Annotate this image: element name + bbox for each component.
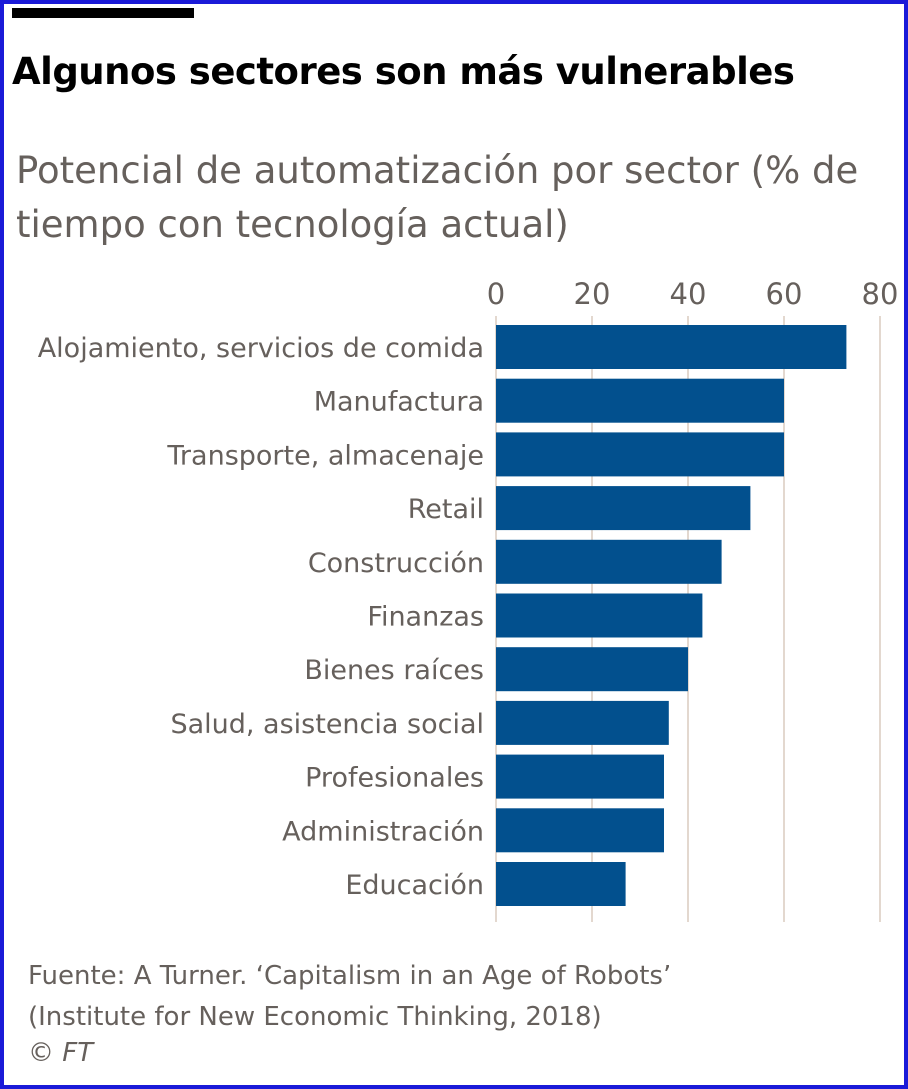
copyright: © FT <box>28 1038 94 1068</box>
bar <box>496 325 847 369</box>
bar <box>496 432 784 477</box>
category-label: Retail <box>408 494 484 525</box>
x-tick-label: 0 <box>487 277 505 311</box>
chart-title: Algunos sectores son más vulnerables <box>12 50 795 93</box>
source-note: Fuente: A Turner. ‘Capitalism in an Age … <box>28 956 671 1038</box>
bar <box>496 754 664 799</box>
category-label: Salud, asistencia social <box>170 709 484 740</box>
bar <box>496 593 703 638</box>
x-tick-label: 60 <box>766 277 803 311</box>
x-tick-label: 40 <box>670 277 707 311</box>
ft-accent-bar <box>12 8 194 18</box>
category-label: Finanzas <box>367 602 484 633</box>
bar <box>496 862 626 906</box>
bar-chart: 0 20 40 60 80 Alojamiento, servicios de comid… <box>4 264 904 934</box>
category-label: Transporte, almacenaje <box>166 440 484 471</box>
source-line-1: Fuente: A Turner. ‘Capitalism in an Age … <box>28 961 672 991</box>
category-label: Profesionales <box>305 763 484 794</box>
category-label: Manufactura <box>314 387 484 418</box>
bar <box>496 647 688 692</box>
category-label: Educación <box>345 870 484 901</box>
category-label: Bienes raíces <box>304 655 484 686</box>
bar-chart-svg: 0 20 40 60 80 Alojamiento, servicios de comid… <box>38 277 899 922</box>
chart-subtitle: Potencial de automatización por sector (… <box>16 149 859 246</box>
bar <box>496 486 751 531</box>
bar <box>496 700 669 745</box>
bar <box>496 539 722 584</box>
x-tick-label: 20 <box>574 277 611 311</box>
category-label: Alojamiento, servicios de comida <box>38 333 484 364</box>
source-line-2: (Institute for New Economic Thinking, 20… <box>28 1002 602 1032</box>
category-label: Administración <box>282 816 484 847</box>
x-tick-label: 80 <box>862 277 899 311</box>
bar <box>496 378 784 423</box>
bar <box>496 808 664 853</box>
category-label: Construcción <box>308 548 484 579</box>
